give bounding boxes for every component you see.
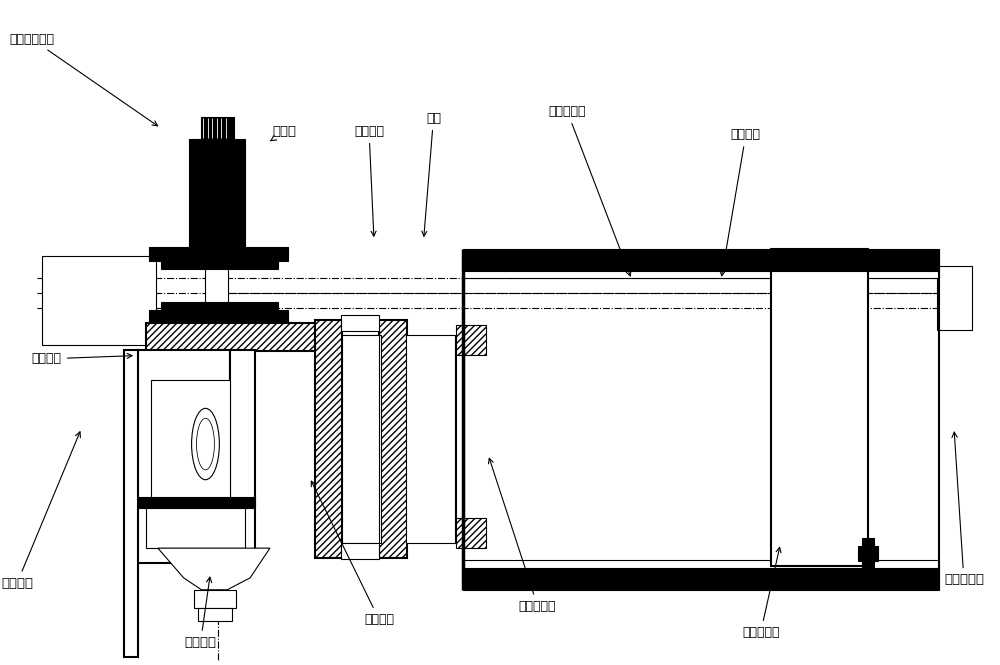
Text: 第二固定件: 第二固定件 xyxy=(742,547,781,639)
Text: 压紧弹簧: 压紧弹簧 xyxy=(185,577,217,649)
Bar xyxy=(161,261,278,269)
Bar xyxy=(146,509,245,548)
Bar xyxy=(463,560,939,568)
Bar xyxy=(189,139,245,248)
Bar xyxy=(862,538,874,573)
Bar xyxy=(315,320,342,558)
Text: 气辅驱: 气辅驱 xyxy=(271,125,297,141)
Bar xyxy=(161,303,278,310)
Text: 牵引杆插入槽: 牵引杆插入槽 xyxy=(9,33,158,126)
Bar xyxy=(373,335,381,543)
Bar xyxy=(149,310,288,324)
Bar xyxy=(341,543,379,559)
Bar xyxy=(456,519,486,548)
Bar xyxy=(463,568,939,590)
Bar xyxy=(149,247,288,261)
Bar xyxy=(342,335,348,543)
Bar xyxy=(230,350,255,563)
Bar xyxy=(201,117,234,139)
Text: 第一固定件: 第一固定件 xyxy=(488,458,556,612)
Bar xyxy=(379,320,407,558)
Bar xyxy=(146,323,319,351)
Text: 悬挂机构: 悬挂机构 xyxy=(720,128,761,276)
Ellipse shape xyxy=(192,408,219,479)
Bar xyxy=(456,355,464,519)
Text: 覆冰后导线: 覆冰后导线 xyxy=(944,432,984,587)
Bar xyxy=(771,249,868,271)
Polygon shape xyxy=(158,548,270,590)
Text: 覆冰导线: 覆冰导线 xyxy=(1,432,80,590)
Bar xyxy=(771,249,868,566)
Bar xyxy=(406,335,455,543)
Bar xyxy=(194,590,236,608)
Bar xyxy=(42,255,156,345)
Bar xyxy=(136,350,230,563)
Bar xyxy=(341,315,379,331)
Text: 手持机构: 手持机构 xyxy=(32,352,132,365)
Bar xyxy=(124,350,138,657)
Bar xyxy=(858,546,878,561)
Text: 除冰盘刀: 除冰盘刀 xyxy=(311,481,394,626)
Bar xyxy=(456,325,486,355)
Bar xyxy=(205,269,228,303)
Text: 转轴: 转轴 xyxy=(422,112,441,236)
Bar xyxy=(463,271,939,279)
Bar xyxy=(937,265,972,330)
Ellipse shape xyxy=(197,418,214,469)
Text: 破冰机构: 破冰机构 xyxy=(354,125,384,236)
Bar xyxy=(463,249,939,271)
Bar xyxy=(198,608,232,622)
Bar xyxy=(342,335,379,543)
Text: 线路主架体: 线路主架体 xyxy=(549,105,631,276)
Bar xyxy=(151,380,230,509)
Bar xyxy=(136,497,255,509)
